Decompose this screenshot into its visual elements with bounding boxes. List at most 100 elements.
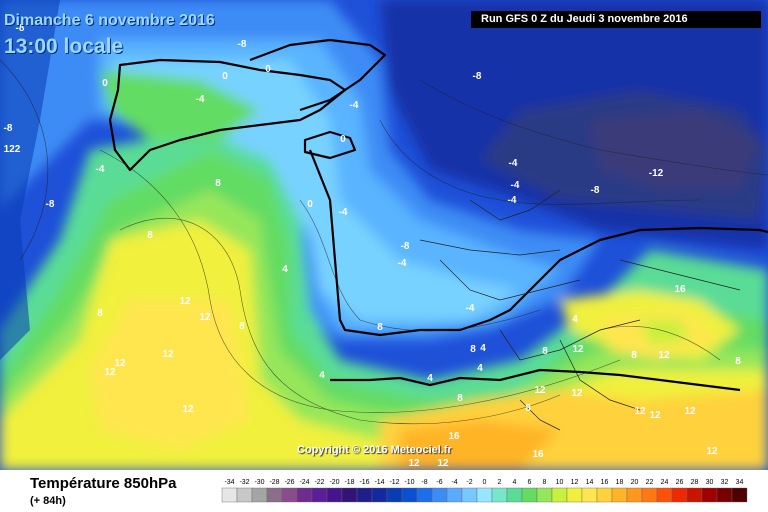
copyright-notice: Copyright © 2016 Meteociel.fr bbox=[297, 444, 452, 456]
isotherm-value-label: 12 bbox=[162, 349, 174, 360]
isotherm-value-label: 8 bbox=[377, 322, 383, 333]
isotherm-value-label: 16 bbox=[448, 431, 460, 442]
isotherm-value-label: 12 bbox=[572, 344, 584, 355]
legend-color-swatch bbox=[641, 487, 658, 503]
legend-color-swatch bbox=[236, 487, 253, 503]
isotherm-value-label: 12 bbox=[658, 350, 670, 361]
legend-color-swatch bbox=[701, 487, 718, 503]
legend-tick-label: -18 bbox=[344, 479, 354, 486]
run-info-banner: Run GFS 0 Z du Jeudi 3 novembre 2016 bbox=[471, 11, 761, 28]
legend-tick-label: -34 bbox=[224, 479, 234, 486]
legend-color-swatch bbox=[266, 487, 283, 503]
isotherm-value-label: -8 bbox=[238, 39, 247, 50]
isotherm-value-label: 12 bbox=[649, 410, 661, 421]
isotherm-value-label: 4 bbox=[480, 343, 486, 354]
legend-color-swatch bbox=[446, 487, 463, 503]
legend-tick-label: 8 bbox=[543, 479, 547, 486]
isotherm-value-label: 0 bbox=[340, 134, 346, 145]
isotherm-value-label: 12 bbox=[182, 404, 194, 415]
isotherm-value-label: -4 bbox=[466, 303, 475, 314]
isotherm-value-label: 12 bbox=[571, 388, 583, 399]
isotherm-value-label: -4 bbox=[350, 100, 359, 111]
isotherm-value-label: -8 bbox=[473, 71, 482, 82]
legend-color-swatch bbox=[671, 487, 688, 503]
isotherm-value-label: 4 bbox=[477, 363, 483, 374]
legend-color-swatch bbox=[626, 487, 643, 503]
legend-tick-label: 18 bbox=[616, 479, 624, 486]
isotherm-value-label: -8 bbox=[16, 23, 25, 34]
legend-tick-label: 14 bbox=[586, 479, 594, 486]
isotherm-value-label: 12 bbox=[408, 458, 420, 469]
legend-tick-label: -28 bbox=[269, 479, 279, 486]
legend-color-swatch bbox=[296, 487, 313, 503]
forecast-local-time: 13:00 locale bbox=[4, 35, 124, 58]
legend-color-swatch bbox=[611, 487, 628, 503]
isotherm-value-label: 12 bbox=[437, 458, 449, 469]
isotherm-value-label: 4 bbox=[572, 314, 578, 325]
isotherm-value-label: 16 bbox=[532, 449, 544, 460]
legend-tick-label: -8 bbox=[421, 479, 427, 486]
mediterranean-coast bbox=[330, 368, 741, 392]
isotherm-value-label: 0 bbox=[222, 71, 228, 82]
forecast-date: Dimanche 6 novembre 2016 bbox=[4, 12, 215, 29]
isotherm-value-label: -4 bbox=[509, 158, 518, 169]
isotherm-value-label: 12 bbox=[684, 406, 696, 417]
legend-tick-label: -22 bbox=[314, 479, 324, 486]
iceland-coast bbox=[303, 130, 357, 160]
legend-color-swatch bbox=[326, 487, 343, 503]
isotherm-value-label: -8 bbox=[591, 185, 600, 196]
isotherm-value-label: -4 bbox=[398, 258, 407, 269]
legend-tick-label: -6 bbox=[436, 479, 442, 486]
isotherm-value-label: 8 bbox=[457, 393, 463, 404]
forecast-hour: (+ 84h) bbox=[30, 495, 66, 507]
legend-color-swatch bbox=[566, 487, 583, 503]
country-borders bbox=[419, 189, 741, 431]
legend-color-swatch bbox=[341, 487, 358, 503]
legend-tick-label: 22 bbox=[646, 479, 654, 486]
isotherm-value-label: -4 bbox=[508, 195, 517, 206]
legend-tick-label: 20 bbox=[631, 479, 639, 486]
legend-color-swatch bbox=[551, 487, 568, 503]
legend-tick-label: 32 bbox=[721, 479, 729, 486]
isotherm-value-label: -4 bbox=[511, 180, 520, 191]
legend-color-swatch bbox=[401, 487, 418, 503]
isotherm-value-label: 4 bbox=[282, 264, 288, 275]
isotherm-value-label: 12 bbox=[534, 385, 546, 396]
legend-color-swatch bbox=[521, 487, 538, 503]
legend-tick-label: -2 bbox=[466, 479, 472, 486]
isotherm-value-label: 12 bbox=[634, 406, 646, 417]
legend-tick-label: 10 bbox=[556, 479, 564, 486]
legend-color-swatch bbox=[251, 487, 268, 503]
isotherm-value-label: -4 bbox=[339, 207, 348, 218]
footer-bar: Température 850hPa (+ 84h) -34 -32 -30 -28-… bbox=[0, 470, 768, 512]
legend-color-swatch bbox=[311, 487, 328, 503]
isotherm-value-label: -8 bbox=[46, 199, 55, 210]
isotherm-value-label: 122 bbox=[4, 144, 21, 155]
isotherm-value-label: 12 bbox=[104, 367, 116, 378]
isotherm-value-label: 4 bbox=[427, 373, 433, 384]
legend-tick-label: -20 bbox=[329, 479, 339, 486]
isotherm-value-label: 4 bbox=[319, 370, 325, 381]
legend-tick-label: -30 bbox=[254, 479, 264, 486]
legend-tick-label: -24 bbox=[299, 479, 309, 486]
legend-color-swatch bbox=[281, 487, 298, 503]
isotherm-value-label: 0 bbox=[307, 199, 313, 210]
legend-color-swatch bbox=[536, 487, 553, 503]
isotherm-value-label: -4 bbox=[196, 94, 205, 105]
isotherm-value-label: -12 bbox=[649, 168, 664, 179]
legend-tick-label: 0 bbox=[483, 479, 487, 486]
legend-tick-label: 28 bbox=[691, 479, 699, 486]
legend-tick-label: 6 bbox=[528, 479, 532, 486]
isotherm-value-label: 8 bbox=[147, 230, 153, 241]
isotherm-value-label: 12 bbox=[199, 312, 211, 323]
isotherm-value-label: 12 bbox=[114, 358, 126, 369]
legend-tick-label: 24 bbox=[661, 479, 669, 486]
legend-tick-label: -16 bbox=[359, 479, 369, 486]
temperature-color-legend: -34 -32 -30 -28 -26 -24 -22 -20 -18 -16 -14 -12 -10-… bbox=[221, 479, 748, 503]
legend-color-swatch bbox=[581, 487, 598, 503]
isotherm-value-label: -8 bbox=[4, 123, 13, 134]
legend-tick-label: -12 bbox=[389, 479, 399, 486]
arctic-islands-coast bbox=[249, 38, 387, 112]
isotherm-value-label: 0 bbox=[102, 78, 108, 89]
legend-tick-label: 26 bbox=[676, 479, 684, 486]
